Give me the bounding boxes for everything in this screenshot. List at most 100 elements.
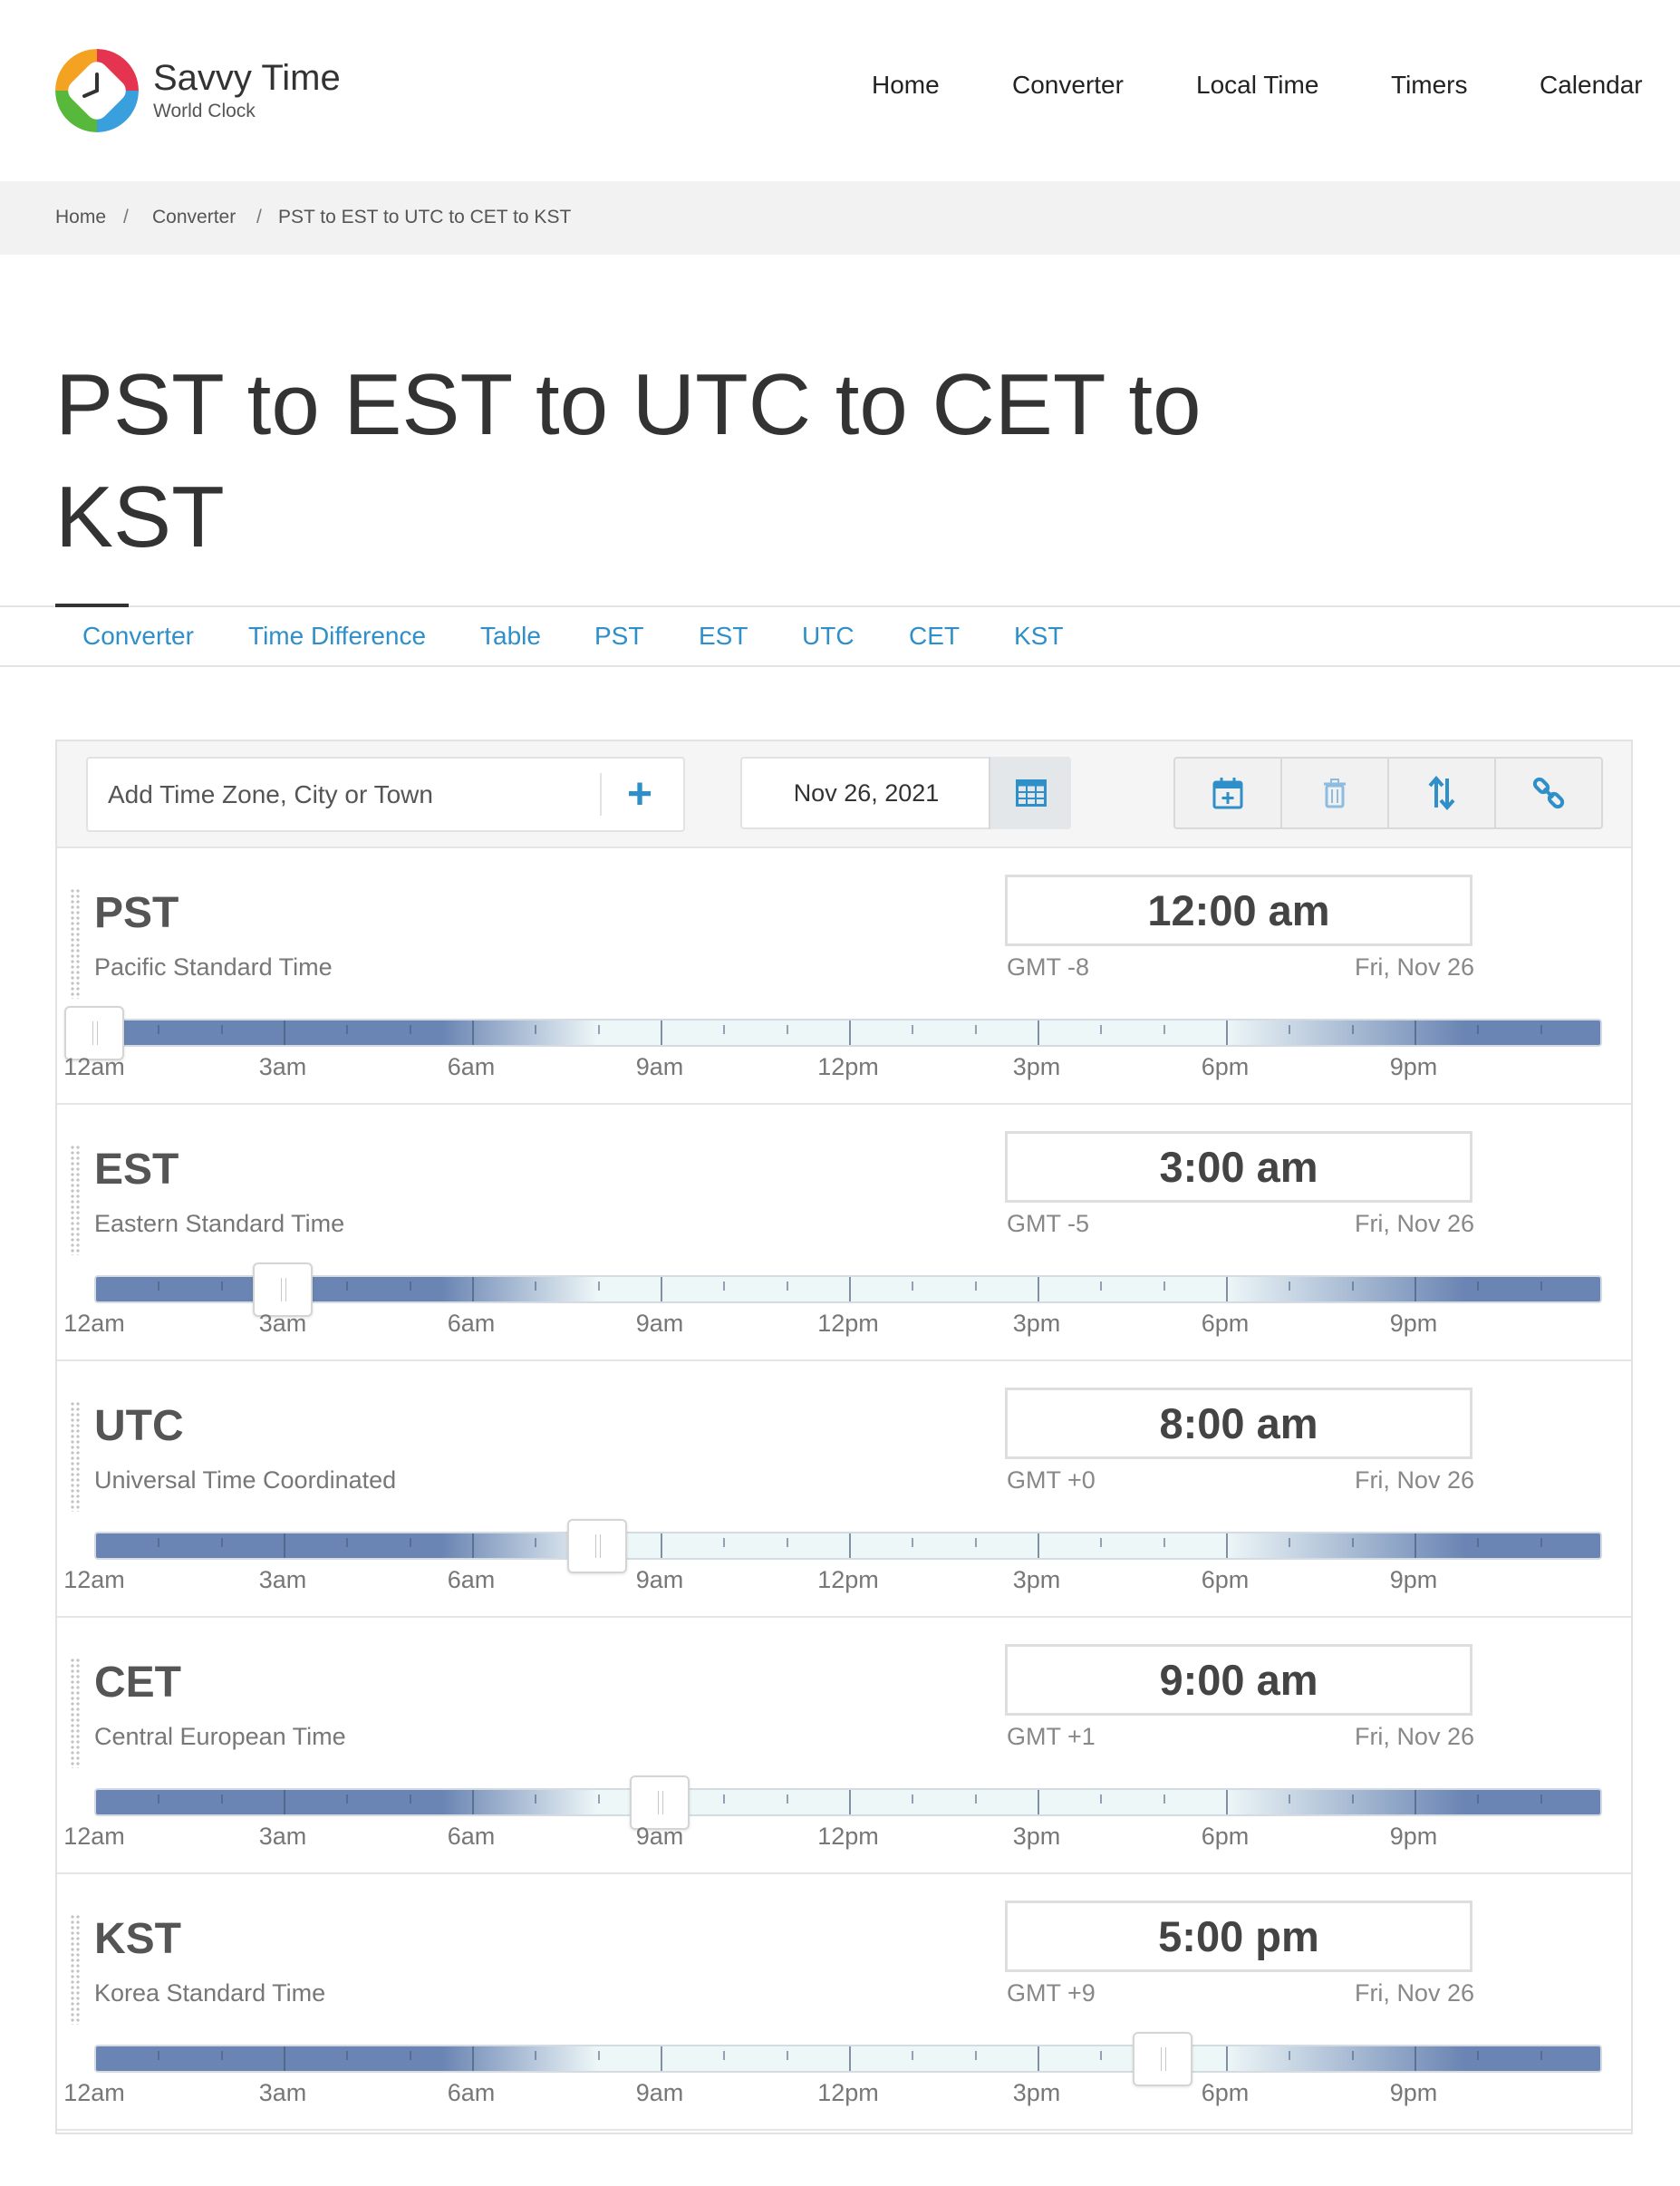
slider-tick <box>1477 1282 1480 1291</box>
slider-tick <box>974 2051 977 2060</box>
calendar-grid-icon[interactable] <box>989 757 1071 829</box>
slider-tick <box>597 1025 600 1034</box>
tab-pst[interactable]: PST <box>594 622 644 650</box>
slider-tick <box>284 2046 285 2071</box>
slider-tick <box>974 1538 977 1547</box>
slider-tick <box>849 1790 851 1814</box>
zone-row-pst: PST Pacific Standard Time 12:00 am GMT -8 Fr… <box>57 848 1631 1105</box>
hour-label: 9am <box>635 2079 684 2106</box>
hour-label: 12pm <box>817 1310 879 1337</box>
time-slider-handle[interactable] <box>64 1006 124 1060</box>
zone-abbreviation[interactable]: EST <box>94 1146 179 1194</box>
hour-label: 12pm <box>817 1053 879 1080</box>
brand-subtitle: World Clock <box>153 101 256 121</box>
link-icon[interactable] <box>1496 759 1601 827</box>
hour-label: 6am <box>447 2079 496 2106</box>
slider-tick <box>1100 1538 1103 1547</box>
breadcrumb-converter[interactable]: Converter <box>152 207 237 227</box>
slider-tick <box>220 1794 223 1804</box>
date-value[interactable]: Nov 26, 2021 <box>793 779 940 807</box>
drag-handle-icon[interactable] <box>70 1658 81 1768</box>
sort-icon[interactable] <box>1389 759 1496 827</box>
zone-date: Fri, Nov 26 <box>1354 1979 1474 2007</box>
slider-tick <box>1289 2051 1291 2060</box>
zone-time-field[interactable]: 3:00 am <box>1005 1131 1472 1203</box>
tab-bar <box>0 605 1680 667</box>
tab-utc[interactable]: UTC <box>802 622 854 650</box>
slider-tick <box>472 1020 474 1045</box>
hour-label: 12pm <box>817 1823 879 1850</box>
slider-tick <box>723 1282 726 1291</box>
tab-kst[interactable]: KST <box>1014 622 1064 650</box>
zone-abbreviation[interactable]: PST <box>94 889 179 937</box>
time-slider-track[interactable] <box>94 1275 1602 1303</box>
slider-tick <box>472 2046 474 2071</box>
slider-tick <box>1289 1794 1291 1804</box>
time-slider-handle[interactable] <box>253 1262 313 1317</box>
add-zone-input[interactable] <box>88 759 600 830</box>
zone-time-field[interactable]: 8:00 am <box>1005 1388 1472 1459</box>
slider-tick <box>1540 1538 1542 1547</box>
slider-tick <box>346 1538 349 1547</box>
zone-abbreviation[interactable]: CET <box>94 1659 181 1707</box>
tab-cet[interactable]: CET <box>909 622 960 650</box>
tab-table[interactable]: Table <box>480 622 541 650</box>
breadcrumb-home[interactable]: Home <box>55 207 107 227</box>
search-divider <box>600 773 602 816</box>
time-slider-track[interactable] <box>94 1532 1602 1560</box>
hour-label: 9pm <box>1389 1053 1438 1080</box>
calendar-add-icon[interactable] <box>1175 759 1282 827</box>
nav-calendar[interactable]: Calendar <box>1540 71 1643 99</box>
time-slider-track[interactable] <box>94 2045 1602 2073</box>
hour-label: 3pm <box>1012 1310 1061 1337</box>
time-slider-handle[interactable] <box>630 1775 690 1830</box>
hour-label: 12pm <box>817 2079 879 2106</box>
drag-handle-icon[interactable] <box>70 1401 81 1512</box>
slider-tick <box>346 1794 349 1804</box>
slider-tick <box>723 2051 726 2060</box>
zone-abbreviation[interactable]: UTC <box>94 1402 184 1450</box>
tab-time-difference[interactable]: Time Difference <box>248 622 427 650</box>
slider-tick <box>1414 1277 1416 1301</box>
savvy-time-logo-icon[interactable] <box>55 49 139 132</box>
drag-handle-icon[interactable] <box>70 888 81 999</box>
slider-tick <box>849 2046 851 2071</box>
time-slider-track[interactable] <box>94 1019 1602 1047</box>
zone-time-field[interactable]: 9:00 am <box>1005 1644 1472 1716</box>
slider-tick <box>723 1538 726 1547</box>
hour-label: 6am <box>447 1310 496 1337</box>
tab-converter[interactable]: Converter <box>82 622 194 650</box>
zone-time-field[interactable]: 5:00 pm <box>1005 1901 1472 1972</box>
slider-tick <box>158 1538 160 1547</box>
slider-tick <box>849 1533 851 1558</box>
zone-abbreviation[interactable]: KST <box>94 1915 181 1963</box>
nav-converter[interactable]: Converter <box>1012 71 1124 99</box>
drag-handle-icon[interactable] <box>70 1914 81 2025</box>
slider-tick <box>1226 1277 1228 1301</box>
brand-title[interactable]: Savvy Time <box>153 58 341 98</box>
hour-label: 6pm <box>1201 1566 1250 1593</box>
zone-gmt-offset: GMT +9 <box>1007 1979 1096 2007</box>
nav-timers[interactable]: Timers <box>1391 71 1468 99</box>
trash-icon[interactable] <box>1282 759 1389 827</box>
drag-handle-icon[interactable] <box>70 1145 81 1255</box>
hour-label: 3pm <box>1012 2079 1061 2106</box>
nav-local-time[interactable]: Local Time <box>1196 71 1319 99</box>
plus-icon[interactable]: + <box>626 770 653 818</box>
date-picker[interactable]: Nov 26, 2021 <box>740 757 1071 829</box>
zone-time-field[interactable]: 12:00 am <box>1005 875 1472 946</box>
slider-tick <box>535 1282 537 1291</box>
tab-est[interactable]: EST <box>699 622 748 650</box>
hour-label: 6am <box>447 1823 496 1850</box>
time-slider-handle[interactable] <box>1132 2032 1192 2086</box>
hour-label: 3pm <box>1012 1053 1061 1080</box>
nav-home[interactable]: Home <box>872 71 940 99</box>
slider-tick <box>1540 1794 1542 1804</box>
slider-tick <box>220 1538 223 1547</box>
hour-label: 12am <box>63 1566 125 1593</box>
slider-tick <box>1289 1025 1291 1034</box>
slider-tick <box>346 1025 349 1034</box>
action-button-group <box>1173 757 1603 829</box>
time-slider-handle[interactable] <box>566 1519 627 1573</box>
time-slider-track[interactable] <box>94 1788 1602 1816</box>
